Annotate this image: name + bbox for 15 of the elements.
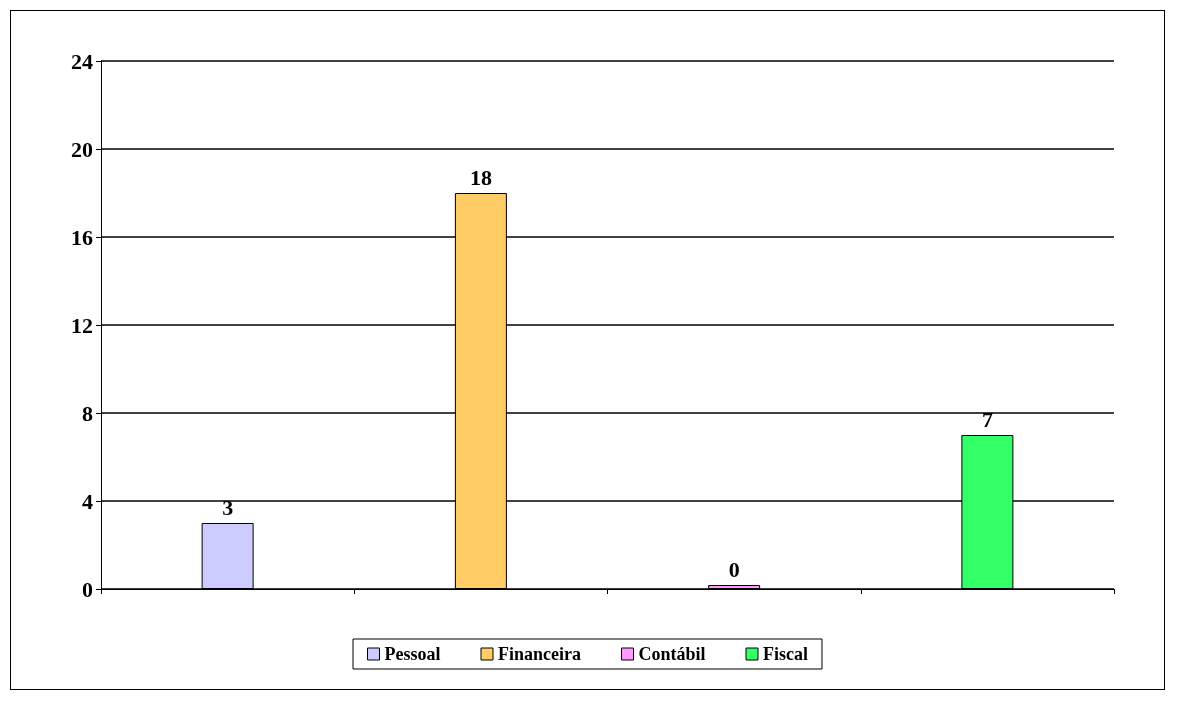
y-tick-label: 4 [82,488,93,514]
y-tick-label: 20 [71,136,93,162]
data-label: 7 [981,406,993,432]
y-tick-label: 24 [71,48,93,74]
y-tick-label: 16 [71,224,93,250]
legend-label: Financeira [498,644,581,664]
y-tick-label: 12 [71,312,93,338]
legend-label: Fiscal [763,644,808,664]
legend-label: Pessoal [384,644,441,664]
legend-label: Contábil [638,644,706,664]
data-label: 3 [222,494,234,520]
data-label: 0 [728,556,740,582]
y-tick-label: 0 [82,576,93,602]
y-tick-label: 8 [82,400,93,426]
data-label: 18 [469,164,492,190]
